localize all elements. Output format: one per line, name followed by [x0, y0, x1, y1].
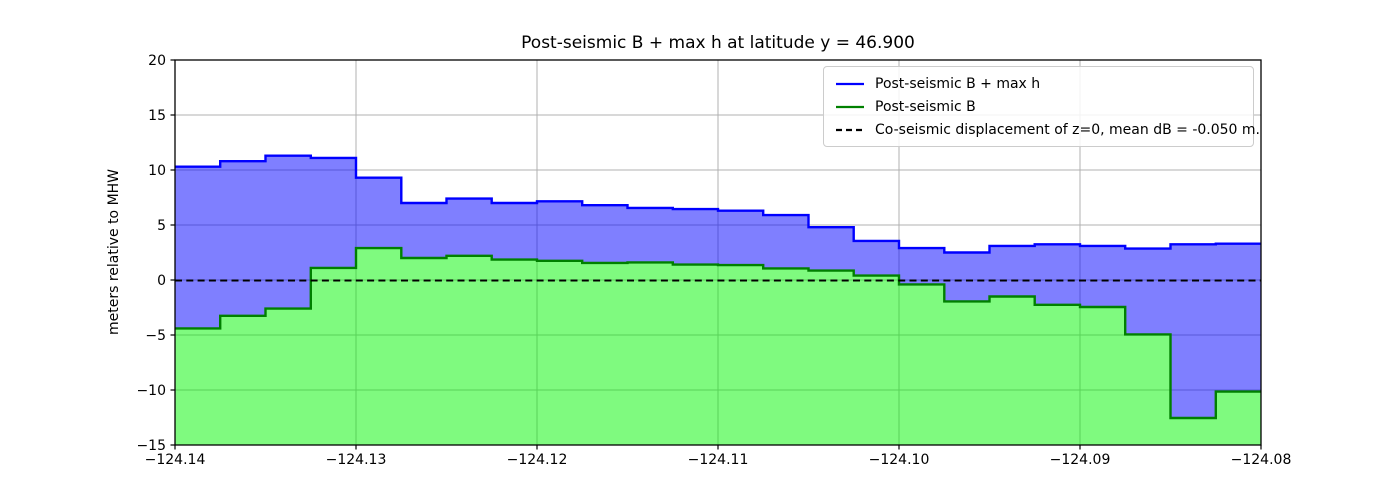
y-tick-label: 0: [157, 273, 166, 289]
y-axis-label: meters relative to MHW: [106, 168, 122, 336]
legend-item-coseismic: Co-seismic displacement of z=0, mean dB …: [835, 118, 1260, 141]
legend: Post-seismic B + max h Post-seismic B Co…: [823, 66, 1260, 147]
line-post-seismic-b: [175, 246, 1261, 420]
legend-label: Post-seismic B + max h: [875, 75, 1041, 92]
y-tick-label: 15: [148, 108, 166, 124]
legend-line-sample-blue: [836, 82, 864, 85]
legend-line-sample-green: [836, 105, 864, 108]
x-tick-label: −124.11: [688, 452, 749, 468]
chart-title: Post-seismic B + max h at latitude y = 4…: [521, 33, 915, 53]
y-tick-label: −10: [136, 383, 166, 399]
y-tick-label: 5: [157, 218, 166, 234]
legend-label: Post-seismic B: [875, 98, 976, 115]
legend-line-sample-dashed: [836, 128, 864, 131]
x-tick-label: −124.10: [869, 452, 930, 468]
x-tick-label: −124.09: [1050, 452, 1111, 468]
legend-item-b: Post-seismic B: [835, 95, 1243, 118]
x-tick-label: −124.08: [1231, 452, 1292, 468]
x-tick-label: −124.12: [507, 452, 568, 468]
y-tick-label: 20: [148, 53, 166, 69]
y-tick-label: −5: [145, 328, 166, 344]
x-tick-label: −124.14: [145, 452, 206, 468]
line-b-plus-maxh: [175, 154, 1261, 254]
y-tick-label: −15: [136, 438, 166, 454]
legend-label: Co-seismic displacement of z=0, mean dB …: [875, 121, 1260, 138]
y-tick-label: 10: [148, 163, 166, 179]
legend-item-b-plus-maxh: Post-seismic B + max h: [835, 72, 1243, 95]
x-tick-label: −124.13: [326, 452, 387, 468]
area-b-plus-maxh: [175, 155, 1261, 418]
